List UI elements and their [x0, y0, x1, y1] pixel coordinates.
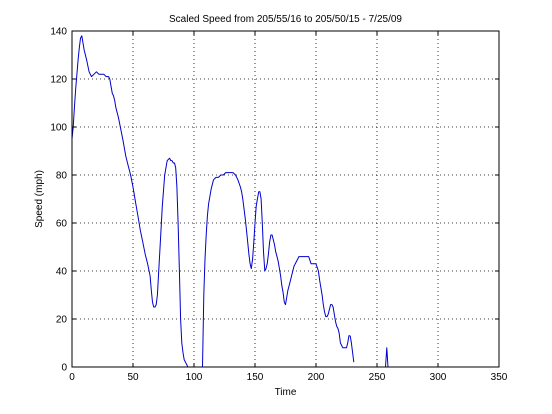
x-axis-label: Time [275, 387, 297, 398]
x-tick-label: 250 [369, 372, 386, 383]
grid [72, 31, 499, 367]
x-tick-label: 350 [491, 372, 508, 383]
y-tick-labels: 0 20 40 60 80 100 120 140 [50, 27, 67, 374]
x-tick-labels: 0 50 100 150 200 250 300 350 [69, 372, 508, 383]
x-tick-label: 100 [186, 372, 203, 383]
y-tick-label: 120 [50, 75, 67, 86]
speed-series-line [71, 35, 189, 368]
y-tick-label: 60 [56, 219, 68, 230]
x-tick-label: 0 [69, 372, 75, 383]
x-tick-label: 50 [127, 372, 139, 383]
y-tick-label: 0 [61, 363, 67, 374]
y-tick-label: 40 [56, 267, 68, 278]
x-tick-label: 300 [430, 372, 447, 383]
y-axis-label: Speed (mph) [34, 170, 45, 228]
speed-series-line [385, 347, 389, 368]
y-tick-label: 80 [56, 171, 68, 182]
chart-title: Scaled Speed from 205/55/16 to 205/50/15… [169, 14, 402, 25]
series-layer [71, 35, 389, 368]
speed-series-line [349, 335, 355, 363]
y-tick-label: 100 [50, 123, 67, 134]
axis-ticks [71, 30, 500, 368]
y-tick-label: 140 [50, 27, 67, 38]
speed-series-line [202, 172, 351, 368]
y-tick-label: 20 [56, 315, 68, 326]
axes-frame [71, 30, 500, 368]
x-tick-label: 150 [247, 372, 264, 383]
x-tick-label: 200 [308, 372, 325, 383]
